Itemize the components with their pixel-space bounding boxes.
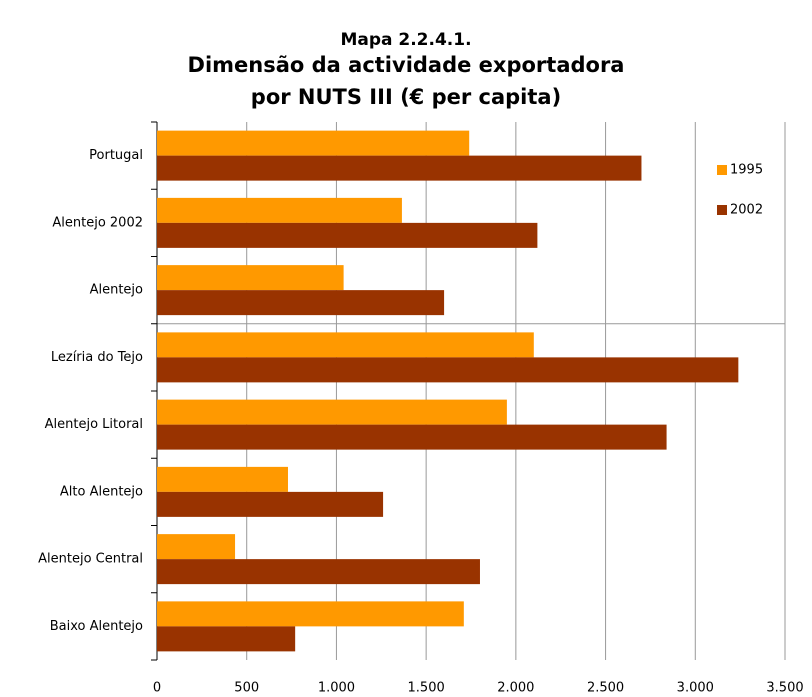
legend-label: 2002 [730,203,763,218]
x-tick-label: 1.500 [408,681,445,696]
bar [157,491,384,517]
bar [157,466,288,492]
bar [157,626,296,652]
bar [157,559,480,585]
bar [157,222,538,248]
bar [157,290,445,316]
bar [157,155,642,181]
bar [157,130,470,156]
x-tick-label: 1.000 [318,681,355,696]
bar [157,399,507,425]
x-tick-label: 2.500 [587,681,624,696]
bar [157,332,534,358]
legend-swatch [717,165,727,175]
bar [157,197,402,223]
y-tick-label: Baixo Alentejo [50,619,143,634]
y-tick-label: Alentejo [90,283,143,298]
chart-title: por NUTS III (€ per capita) [251,85,561,109]
y-tick-label: Lezíria do Tejo [51,350,143,365]
y-tick-label: Alentejo Central [38,552,143,567]
bar [157,601,464,627]
y-tick-label: Portugal [89,148,143,163]
bar [157,534,236,560]
bar [157,357,739,383]
bar [157,424,667,450]
legend-swatch [717,205,727,215]
chart-title: Dimensão da actividade exportadora [188,53,625,77]
x-tick-label: 2.000 [497,681,534,696]
bar [157,265,344,291]
y-tick-label: Alto Alentejo [60,484,143,499]
x-tick-label: 500 [234,681,259,696]
legend-label: 1995 [730,163,763,178]
x-tick-label: 0 [153,681,161,696]
x-tick-label: 3.000 [677,681,714,696]
y-tick-label: Alentejo 2002 [52,215,143,230]
x-tick-label: 3.500 [766,681,803,696]
chart-label: Mapa 2.2.4.1. [340,30,471,50]
y-tick-label: Alentejo Litoral [45,417,143,432]
